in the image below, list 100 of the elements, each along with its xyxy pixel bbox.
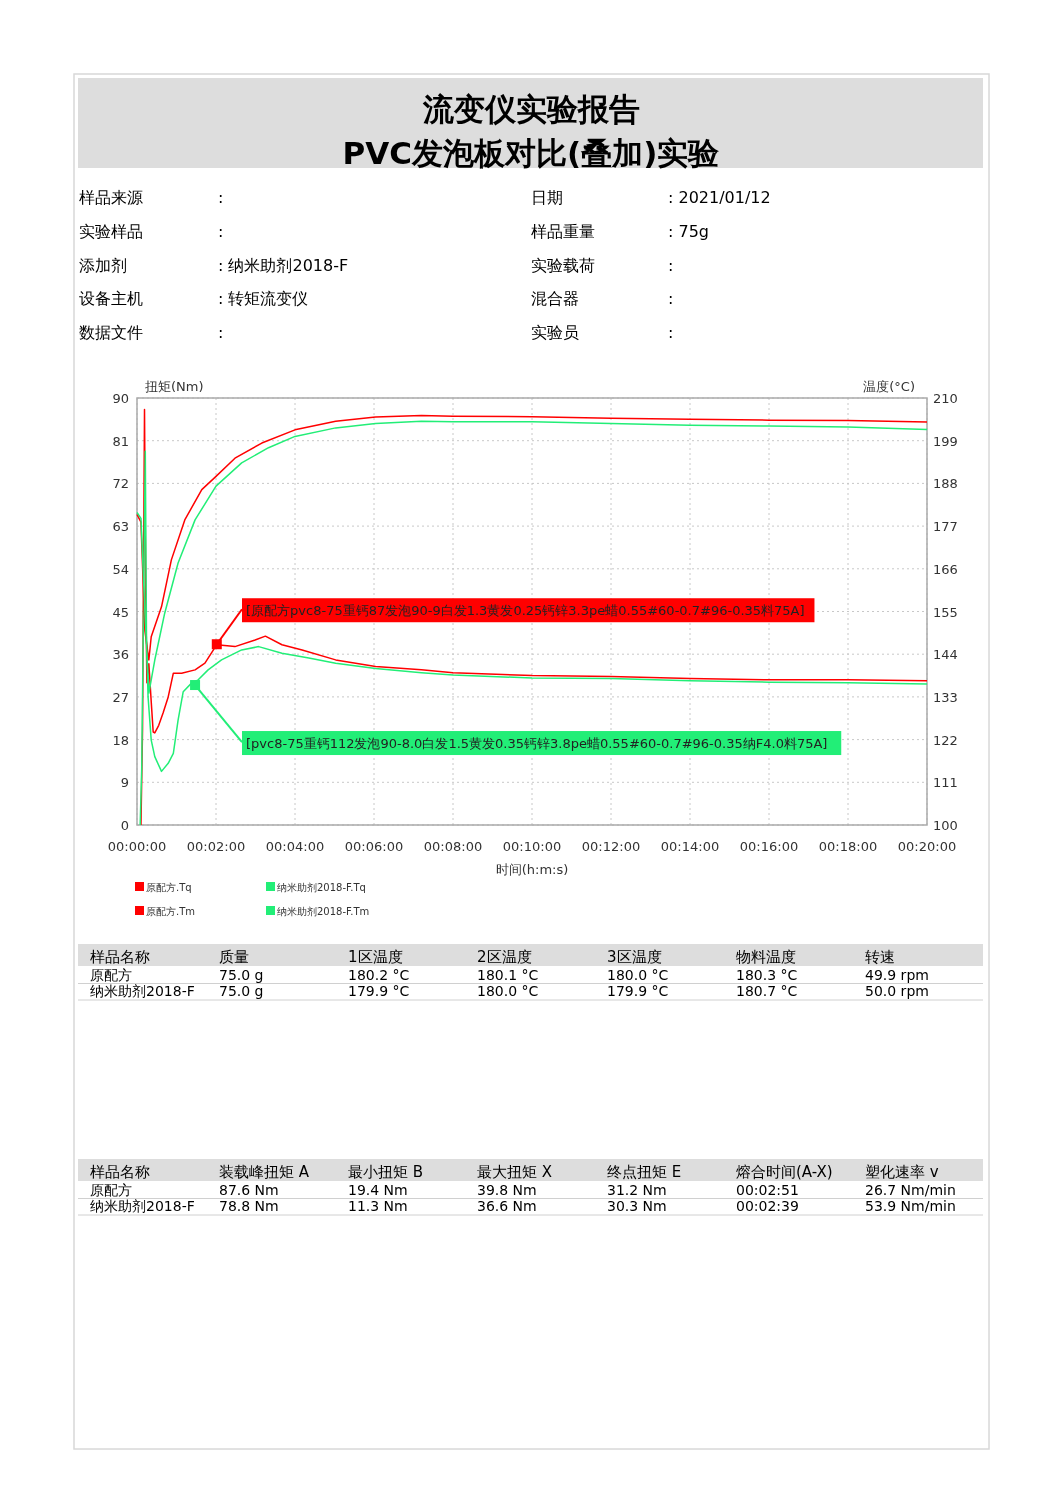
text: 75.0 g — [219, 983, 264, 999]
text: 180.7 °C — [736, 983, 798, 999]
x-tick-label: 00:20:00 — [897, 839, 957, 854]
y2-tick-label: 210 — [933, 391, 958, 406]
text: : — [218, 323, 224, 343]
text: 实验员 — [531, 323, 579, 343]
text: 质量 — [219, 948, 249, 966]
text: : 纳米助剂2018-F — [218, 255, 349, 275]
text: : 2021/01/12 — [668, 188, 771, 207]
y2-tick-label: 122 — [933, 732, 958, 748]
text: 纳米助剂2018-F — [90, 1198, 195, 1214]
text: 36.6 Nm — [477, 1198, 537, 1214]
text: 50.0 rpm — [865, 983, 929, 999]
text: 179.9 °C — [348, 983, 410, 999]
y-tick-label: 81 — [112, 433, 129, 449]
text: 物料温度 — [736, 948, 796, 966]
text: 2区温度 — [477, 948, 532, 966]
text: 180.0 °C — [477, 983, 539, 999]
x-tick-label: 00:12:00 — [581, 839, 641, 854]
text: 39.8 Nm — [477, 1181, 537, 1198]
y-tick-label: 9 — [120, 775, 129, 791]
text: 样品来源 — [79, 188, 143, 207]
text: 87.6 Nm — [219, 1181, 279, 1198]
y-tick-label: 63 — [112, 519, 129, 535]
y2-tick-label: 111 — [933, 775, 958, 791]
annotation: [原配方pvc8-75重钙87发泡90-9白发1.3黄发0.25钙锌3.3pe蜡0.55#60-0.7#96-0.35料75A] — [246, 603, 805, 619]
text: 塑化速率 v — [865, 1163, 939, 1181]
x-tick-label: 00:00:00 — [107, 839, 167, 854]
text: 纳米助剂2018-F — [90, 983, 195, 999]
text: 1区温度 — [348, 948, 403, 966]
y2-axis-title: 温度(°C) — [863, 379, 915, 394]
y2-tick-label: 188 — [933, 476, 958, 492]
text: 数据文件 — [79, 323, 143, 343]
text: 180.3 °C — [736, 966, 798, 983]
text: 熔合时间(A-X) — [736, 1163, 833, 1181]
text: 49.9 rpm — [865, 966, 929, 983]
x-tick-label: 00:08:00 — [423, 839, 483, 854]
y2-tick-label: 199 — [933, 433, 958, 449]
text: 最大扭矩 X — [477, 1163, 553, 1181]
text: 180.0 °C — [607, 966, 669, 983]
text: : — [668, 289, 674, 309]
text: 样品名称 — [90, 1163, 150, 1181]
text: 75.0 g — [219, 966, 264, 983]
text: : 转矩流变仪 — [218, 289, 309, 309]
legend-label: 原配方.Tm — [146, 906, 196, 917]
text: 添加剂 — [79, 255, 127, 275]
text: 原配方 — [90, 966, 132, 983]
x-tick-label: 00:14:00 — [660, 839, 720, 854]
text: 3区温度 — [607, 948, 662, 966]
y-tick-label: 18 — [112, 732, 129, 748]
y2-tick-label: 166 — [933, 561, 958, 577]
annotation: [pvc8-75重钙112发泡90-8.0白发1.5黄发0.35钙锌3.8pe蜡0.55#60-0.7#96-0.35纳F4.0料75A] — [246, 736, 828, 752]
text: 180.2 °C — [348, 966, 410, 983]
text: 流变仪实验报告 — [421, 91, 640, 127]
x-tick-label: 00:18:00 — [818, 839, 878, 854]
text: 最小扭矩 B — [348, 1163, 424, 1181]
legend-label: 原配方.Tq — [146, 882, 192, 893]
text: PVC发泡板对比(叠加)实验 — [342, 135, 721, 171]
text: 实验载荷 — [531, 255, 595, 275]
y-axis-title: 扭矩(Nm) — [145, 379, 204, 394]
text: : — [668, 255, 674, 275]
x-tick-label: 00:04:00 — [265, 839, 325, 854]
y-tick-label: 90 — [112, 391, 129, 406]
text: 11.3 Nm — [348, 1198, 408, 1214]
y-tick-label: 27 — [112, 689, 129, 705]
text: 00:02:51 — [736, 1181, 799, 1198]
y2-tick-label: 100 — [933, 818, 958, 833]
text: 78.8 Nm — [219, 1198, 279, 1214]
legend-label: 纳米助剂2018-F.Tq — [277, 882, 366, 893]
text: 日期 — [531, 188, 563, 207]
y-tick-label: 72 — [112, 476, 129, 492]
x-tick-label: 00:02:00 — [186, 839, 246, 854]
text: 00:02:39 — [736, 1198, 799, 1214]
x-tick-label: 00:10:00 — [502, 839, 562, 854]
text: 终点扭矩 E — [607, 1163, 682, 1181]
text: 样品重量 — [531, 221, 595, 241]
x-axis-title: 时间(h:m:s) — [495, 862, 569, 877]
y-tick-label: 45 — [112, 604, 129, 620]
text: 53.9 Nm/min — [865, 1198, 956, 1214]
text: 31.2 Nm — [607, 1181, 667, 1198]
text: 180.1 °C — [477, 966, 539, 983]
text: 26.7 Nm/min — [865, 1181, 956, 1198]
y2-tick-label: 177 — [933, 519, 958, 535]
text: 19.4 Nm — [348, 1181, 408, 1198]
text: 实验样品 — [79, 221, 143, 241]
text: : 75g — [668, 221, 709, 241]
y-tick-label: 0 — [120, 818, 129, 833]
legend-label: 纳米助剂2018-F.Tm — [277, 906, 370, 917]
text: 转速 — [865, 948, 895, 966]
x-tick-label: 00:16:00 — [739, 839, 799, 854]
y2-tick-label: 144 — [933, 647, 958, 663]
x-tick-label: 00:06:00 — [344, 839, 404, 854]
text: 179.9 °C — [607, 983, 669, 999]
text: : — [218, 188, 224, 207]
y2-tick-label: 155 — [933, 604, 958, 620]
text: 混合器 — [531, 289, 579, 309]
text: 原配方 — [90, 1181, 132, 1198]
text: 30.3 Nm — [607, 1198, 667, 1214]
y-tick-label: 54 — [112, 561, 129, 577]
text: 设备主机 — [79, 289, 143, 309]
